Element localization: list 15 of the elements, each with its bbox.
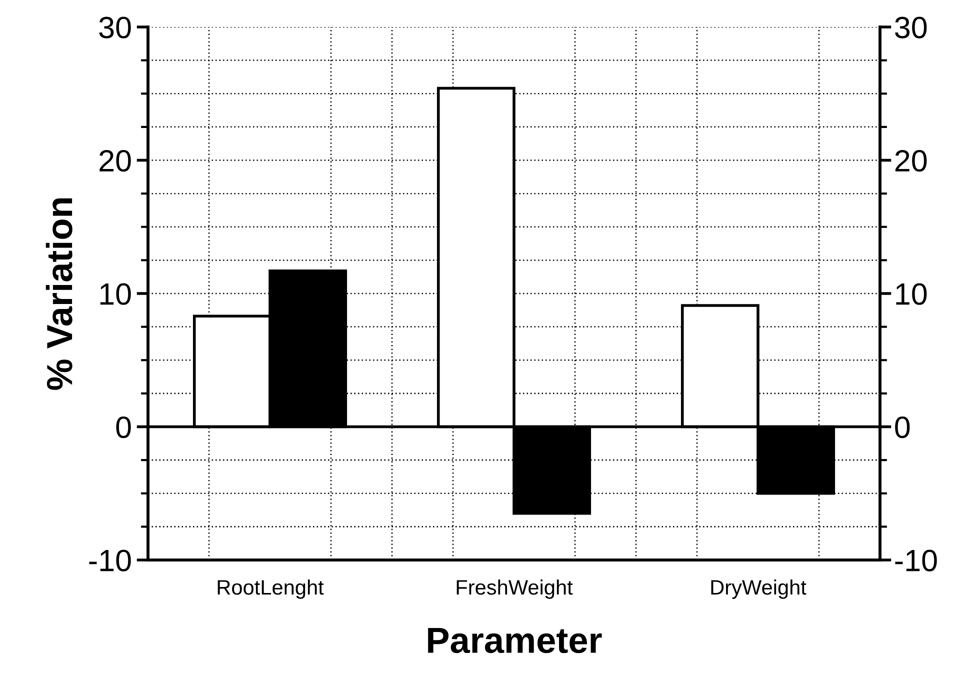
y-tick-label: 30 (99, 16, 131, 38)
x-tick-label: DryWeight (711, 579, 806, 599)
x-tick-label: FreshWeight (456, 579, 573, 599)
y2-tick-label: -10 (895, 550, 937, 572)
y-tick-label: 0 (116, 416, 131, 438)
y-tick-label: 10 (100, 283, 131, 305)
y-tick-label: -10 (89, 550, 131, 572)
y2-tick-label: 0 (895, 416, 910, 438)
y2-tick-label: 30 (895, 16, 927, 38)
y-axis-title: % Variation (46, 198, 72, 390)
y-tick-label: 20 (100, 150, 131, 172)
y2-tick-label: 20 (895, 150, 927, 172)
x-tick-label: RootLenght (218, 579, 324, 599)
y2-tick-label: 10 (896, 283, 927, 305)
x-axis-title: Parameter (428, 628, 602, 654)
